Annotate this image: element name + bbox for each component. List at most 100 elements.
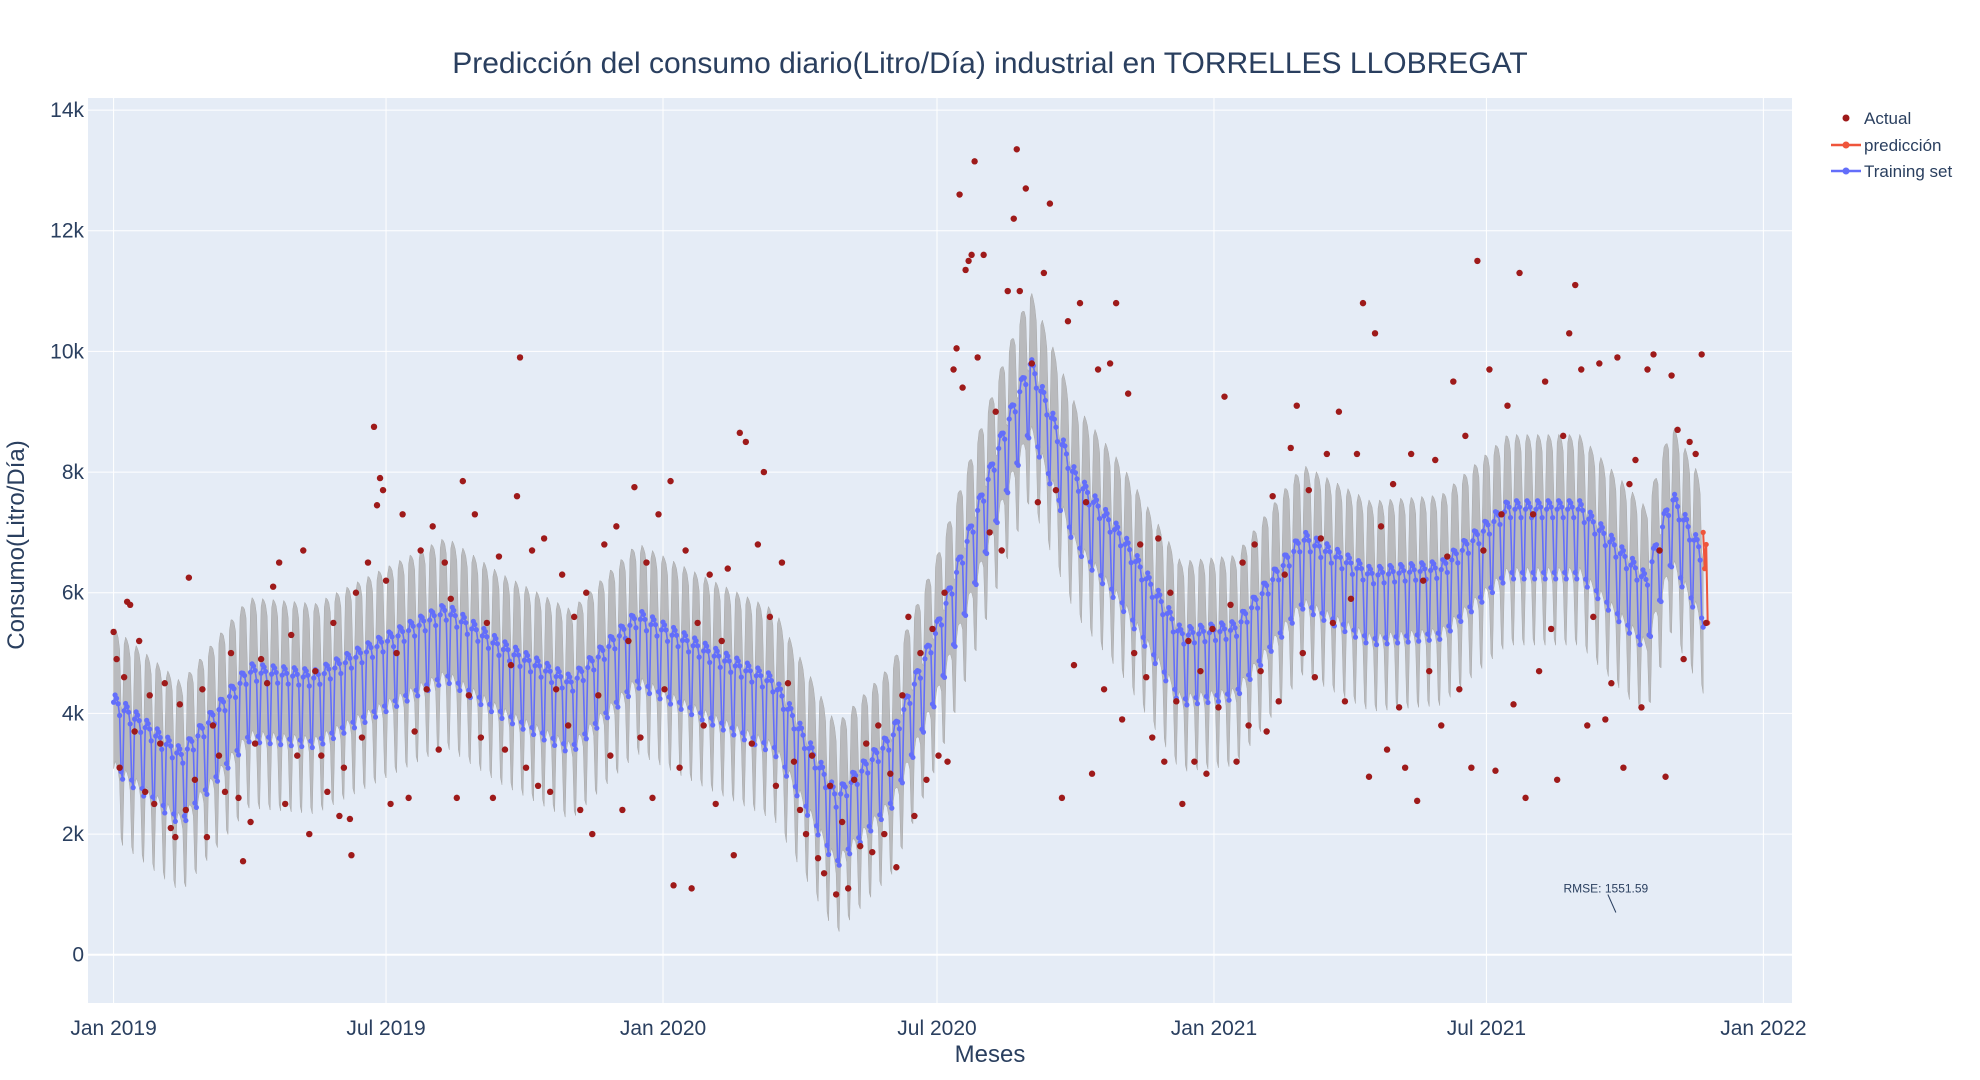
training-set-point[interactable] — [527, 669, 534, 675]
actual-point[interactable] — [1149, 734, 1156, 741]
actual-point[interactable] — [346, 815, 354, 823]
training-set-point[interactable] — [284, 670, 290, 676]
training-set-point[interactable] — [716, 653, 722, 659]
training-set-point[interactable] — [549, 679, 555, 686]
actual-point[interactable] — [1130, 649, 1138, 657]
training-set-point[interactable] — [466, 687, 472, 693]
training-set-point[interactable] — [266, 734, 272, 740]
training-set-point[interactable] — [672, 627, 678, 633]
actual-point[interactable] — [376, 474, 384, 482]
training-set-point[interactable] — [877, 812, 883, 818]
training-set-point[interactable] — [726, 658, 732, 664]
training-set-point[interactable] — [821, 771, 827, 777]
training-set-point[interactable] — [421, 618, 427, 624]
training-set-point[interactable] — [1583, 576, 1589, 582]
actual-point[interactable] — [340, 764, 348, 771]
training-set-point[interactable] — [1113, 520, 1119, 526]
training-set-point[interactable] — [214, 778, 221, 784]
training-set-point[interactable] — [279, 672, 285, 678]
training-set-point[interactable] — [252, 667, 258, 674]
training-set-point[interactable] — [156, 729, 162, 735]
actual-point[interactable] — [1209, 625, 1216, 633]
actual-point[interactable] — [1013, 146, 1020, 153]
training-set-point[interactable] — [613, 699, 619, 705]
training-set-point[interactable] — [484, 634, 490, 640]
training-set-point[interactable] — [1130, 617, 1136, 623]
training-set-point[interactable] — [886, 747, 892, 753]
actual-point[interactable] — [899, 692, 906, 699]
training-set-point[interactable] — [1107, 529, 1113, 535]
training-set-point[interactable] — [371, 708, 377, 715]
training-set-point[interactable] — [339, 724, 345, 731]
training-set-point[interactable] — [1393, 634, 1399, 640]
training-set-point[interactable] — [1354, 565, 1360, 571]
actual-point[interactable] — [1281, 571, 1288, 578]
actual-point[interactable] — [923, 776, 930, 783]
training-set-point[interactable] — [1060, 437, 1067, 443]
training-set-point[interactable] — [753, 673, 759, 679]
actual-point[interactable] — [1486, 366, 1493, 373]
training-set-point[interactable] — [1553, 576, 1559, 582]
training-set-point[interactable] — [1023, 381, 1029, 388]
training-set-point[interactable] — [353, 654, 359, 660]
training-set-point[interactable] — [472, 621, 478, 628]
training-set-point[interactable] — [844, 793, 850, 799]
actual-point[interactable] — [247, 818, 254, 826]
training-set-point[interactable] — [707, 659, 713, 666]
training-set-point[interactable] — [616, 633, 622, 639]
training-set-point[interactable] — [1054, 439, 1061, 445]
training-set-point[interactable] — [1557, 500, 1563, 506]
training-set-point[interactable] — [1066, 524, 1073, 530]
training-set-point[interactable] — [1420, 562, 1426, 568]
training-set-point[interactable] — [1385, 571, 1392, 577]
actual-point[interactable] — [1553, 776, 1561, 783]
training-set-point[interactable] — [917, 675, 924, 681]
actual-point[interactable] — [239, 858, 247, 865]
training-set-point[interactable] — [708, 715, 714, 721]
training-set-point[interactable] — [1068, 534, 1074, 540]
training-set-point[interactable] — [1620, 547, 1627, 554]
actual-point[interactable] — [583, 589, 590, 596]
training-set-point[interactable] — [231, 686, 237, 692]
training-set-point[interactable] — [1158, 598, 1164, 605]
training-set-point[interactable] — [866, 823, 872, 829]
training-set-point[interactable] — [1214, 692, 1220, 698]
training-set-point[interactable] — [1610, 536, 1616, 542]
training-set-point[interactable] — [300, 674, 306, 680]
training-set-point[interactable] — [631, 616, 638, 622]
training-set-point[interactable] — [1417, 568, 1423, 574]
training-set-point[interactable] — [1096, 515, 1103, 522]
training-set-point[interactable] — [1236, 690, 1243, 697]
training-set-point[interactable] — [1152, 660, 1158, 667]
actual-point[interactable] — [968, 251, 975, 259]
actual-point[interactable] — [203, 833, 211, 841]
training-set-point[interactable] — [436, 682, 442, 688]
training-set-point[interactable] — [530, 731, 537, 738]
actual-point[interactable] — [1389, 480, 1397, 488]
actual-point[interactable] — [1094, 366, 1102, 373]
training-set-point[interactable] — [1459, 547, 1465, 553]
actual-point[interactable] — [1359, 299, 1367, 307]
training-set-point[interactable] — [1145, 570, 1151, 576]
training-set-point[interactable] — [1194, 701, 1201, 707]
actual-point[interactable] — [649, 794, 656, 802]
actual-point[interactable] — [1698, 351, 1705, 358]
actual-point[interactable] — [832, 891, 840, 898]
training-set-point[interactable] — [676, 699, 683, 705]
training-set-point[interactable] — [406, 627, 412, 634]
actual-point[interactable] — [851, 776, 858, 783]
training-set-point[interactable] — [1193, 694, 1199, 701]
training-set-point[interactable] — [511, 652, 517, 658]
actual-point[interactable] — [694, 619, 701, 627]
training-set-point[interactable] — [294, 671, 300, 677]
training-set-point[interactable] — [679, 637, 686, 644]
actual-point[interactable] — [1185, 637, 1192, 645]
training-set-point[interactable] — [1575, 506, 1581, 512]
training-set-point[interactable] — [1509, 569, 1515, 576]
training-set-point[interactable] — [1590, 519, 1596, 525]
actual-point[interactable] — [736, 429, 743, 437]
actual-point[interactable] — [950, 366, 957, 373]
training-set-point[interactable] — [443, 617, 449, 623]
training-set-point[interactable] — [1349, 571, 1356, 577]
training-set-point[interactable] — [1527, 504, 1533, 510]
